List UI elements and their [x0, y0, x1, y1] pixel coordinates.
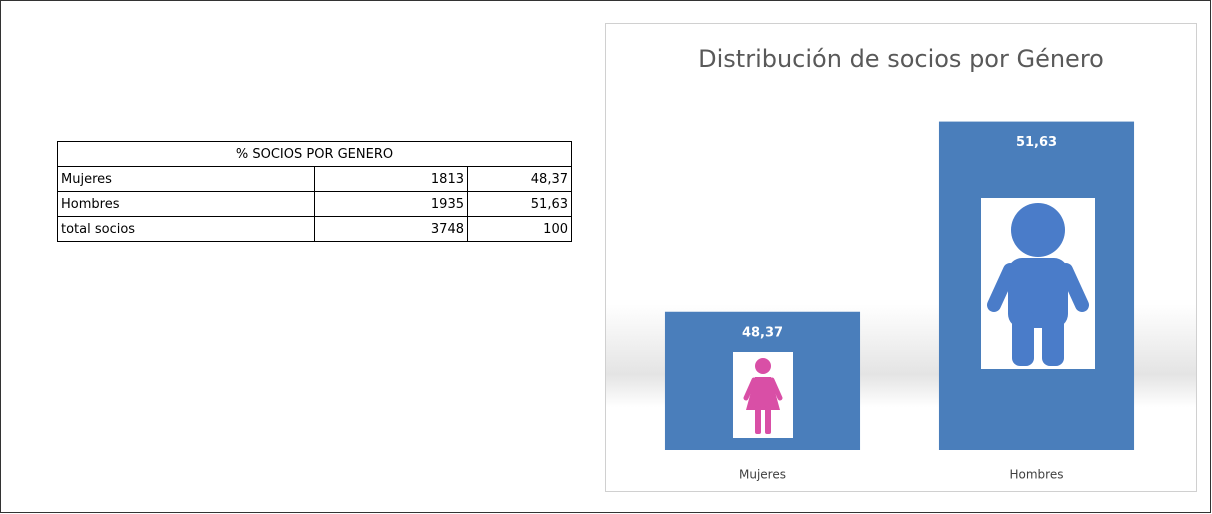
data-table: % SOCIOS POR GENERO Mujeres 1813 48,37 Hom…	[57, 141, 572, 242]
value-label: 51,63	[1016, 135, 1057, 150]
cell: Mujeres	[57, 166, 315, 192]
x-tick-label: Hombres	[1010, 468, 1064, 482]
table-title: % SOCIOS POR GENERO	[57, 141, 572, 167]
cell: 48,37	[467, 166, 572, 192]
cell: 1935	[314, 191, 468, 217]
cell: Hombres	[57, 191, 315, 217]
woman-icon	[733, 352, 793, 438]
cell: total socios	[57, 216, 315, 242]
cell: 100	[467, 216, 572, 242]
cell: 3748	[314, 216, 468, 242]
cell: 51,63	[467, 191, 572, 217]
value-label: 48,37	[742, 325, 783, 340]
man-icon	[981, 198, 1095, 369]
x-tick-label: Mujeres	[739, 468, 786, 482]
cell: 1813	[314, 166, 468, 192]
chart-title: Distribución de socios por Género	[698, 45, 1104, 73]
